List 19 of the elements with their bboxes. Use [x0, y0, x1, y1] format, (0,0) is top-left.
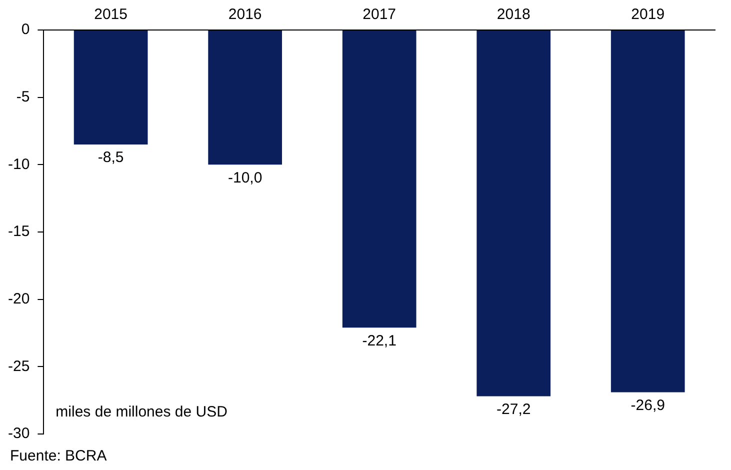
data-label: -27,2	[496, 400, 531, 418]
source-note: Fuente: BCRA	[10, 448, 107, 465]
y-axis-title: miles de millones de USD	[56, 404, 228, 421]
x-tick-label: 2016	[228, 6, 262, 24]
x-tick-label: 2015	[94, 6, 128, 24]
x-tick-label: 2018	[496, 6, 530, 24]
y-tick-label: -25	[8, 358, 30, 375]
y-tick-label: -5	[16, 88, 30, 106]
x-tick-label: 2017	[362, 6, 396, 24]
y-tick-label: -10	[8, 156, 30, 173]
data-label: -26,9	[630, 396, 665, 414]
data-label: -22,1	[362, 332, 396, 350]
y-tick-label: 0	[21, 21, 30, 38]
y-tick-label: -30	[8, 425, 30, 442]
data-label: -8,5	[98, 149, 124, 166]
y-tick-label: -20	[8, 290, 30, 308]
data-label: -10,0	[228, 169, 262, 186]
y-tick-label: -15	[8, 223, 30, 240]
x-tick-label: 2019	[631, 6, 665, 24]
